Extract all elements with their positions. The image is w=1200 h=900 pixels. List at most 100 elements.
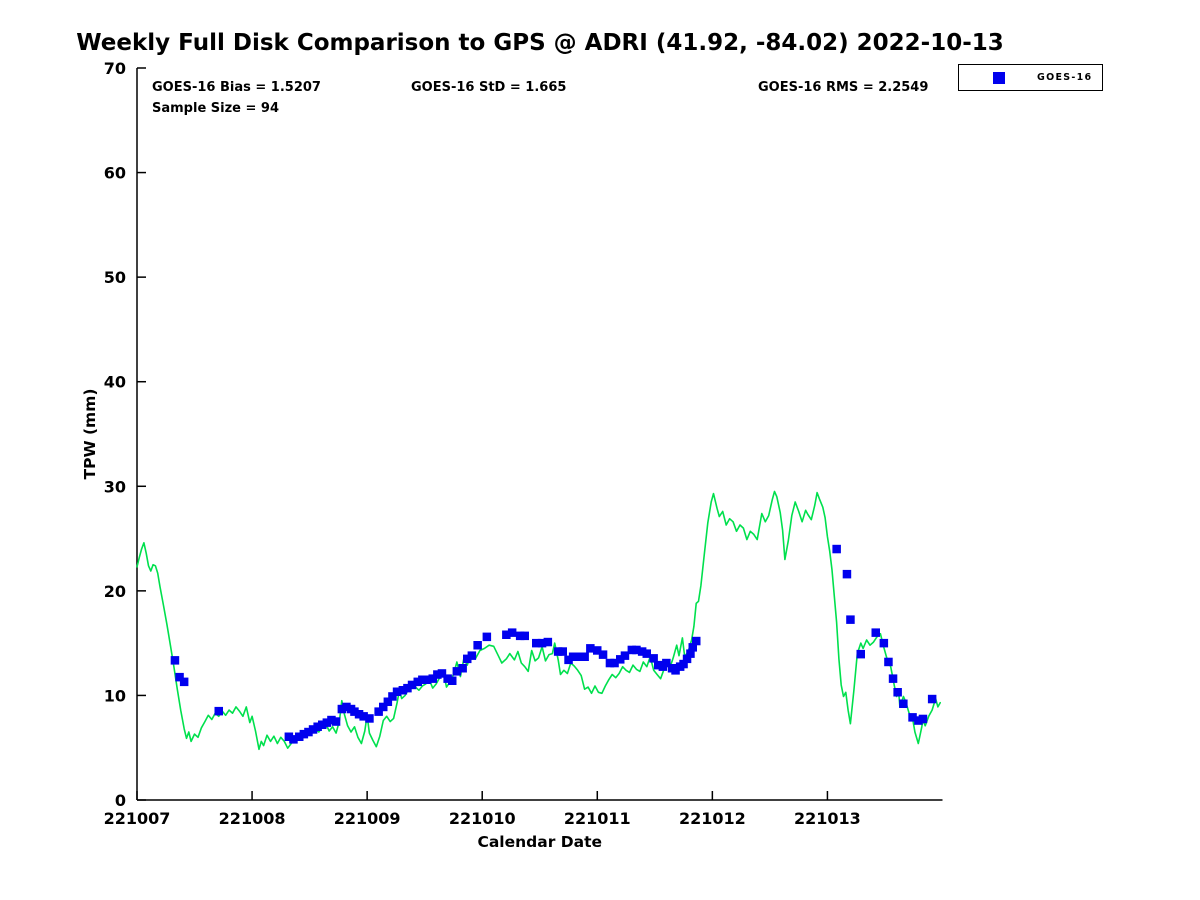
goes16-marker	[398, 686, 408, 695]
goes16-marker	[842, 569, 852, 579]
goes16-marker	[688, 643, 697, 652]
gps-line	[136, 490, 942, 751]
goes16-marker	[284, 732, 294, 741]
y-tick-label: 70	[104, 59, 126, 78]
goes16-marker	[914, 716, 923, 725]
goes16-marker	[679, 659, 688, 669]
legend: GOES-16	[958, 64, 1103, 91]
stat-rms: GOES-16 RMS = 2.2549	[758, 80, 929, 95]
goes16-marker	[893, 688, 902, 697]
goes16-marker	[918, 714, 928, 724]
goes16-marker	[433, 670, 442, 679]
goes16-marker	[322, 718, 332, 727]
goes16-marker	[337, 704, 347, 714]
goes16-marker	[374, 707, 383, 716]
goes16-marker	[586, 644, 595, 653]
goes16-marker	[170, 656, 180, 665]
y-tick-label: 20	[104, 582, 126, 601]
goes16-marker	[515, 631, 525, 641]
goes16-marker	[884, 657, 893, 667]
goes16-marker	[642, 649, 651, 658]
x-tick-label: 221008	[219, 809, 286, 828]
y-tick-label: 60	[104, 164, 126, 183]
goes16-marker	[392, 687, 402, 696]
y-tick-label: 0	[115, 791, 126, 810]
goes16-marker	[403, 683, 412, 693]
goes16-marker	[327, 715, 336, 725]
goes16-marker	[846, 615, 855, 624]
goes16-marker	[482, 632, 492, 642]
goes16-marker	[558, 647, 567, 656]
goes16-marker	[289, 735, 298, 744]
goes16-marker	[637, 647, 647, 656]
goes16-marker	[304, 727, 313, 737]
goes16-marker	[502, 630, 511, 639]
goes16-marker	[379, 702, 388, 712]
goes16-marker	[452, 667, 462, 676]
goes16-marker	[908, 713, 917, 722]
goes16-marker	[649, 654, 658, 663]
goes16-marker	[342, 702, 351, 712]
goes16-marker	[428, 674, 437, 683]
goes16-marker	[610, 658, 619, 668]
goes16-marker	[620, 651, 630, 660]
goes16-marker	[686, 649, 695, 658]
goes16-marker	[632, 645, 641, 655]
x-axis-label: Calendar Date	[477, 833, 602, 851]
goes16-marker	[682, 654, 692, 664]
goes16-marker	[463, 654, 472, 664]
goes16-marker	[458, 664, 467, 673]
goes16-marker	[175, 672, 184, 682]
goes16-marker	[671, 666, 680, 675]
goes16-marker	[879, 638, 889, 648]
goes16-marker	[598, 650, 608, 659]
goes16-marker	[473, 641, 482, 650]
goes16-marker	[313, 722, 322, 731]
x-tick-label: 221009	[334, 809, 401, 828]
goes16-marker	[331, 717, 341, 726]
goes16-marker	[856, 649, 865, 659]
y-axis-label: TPW (mm)	[81, 389, 99, 480]
x-tick-label: 221012	[679, 809, 746, 828]
axes	[136, 67, 943, 801]
goes16-marker	[605, 658, 615, 668]
chart-title: Weekly Full Disk Comparison to GPS @ ADR…	[76, 30, 1004, 56]
goes16-marker	[299, 729, 309, 739]
stat-bias: GOES-16 Bias = 1.5207	[152, 80, 321, 95]
goes16-marker	[543, 637, 553, 647]
goes16-marker	[692, 636, 701, 646]
goes16-marker	[350, 707, 359, 716]
goes16-marker	[654, 660, 663, 670]
goes16-marker	[318, 720, 327, 729]
x-tick-label: 221011	[564, 809, 631, 828]
goes16-marker	[383, 697, 393, 706]
goes16-marker	[832, 544, 841, 554]
goes16-marker	[568, 652, 578, 661]
legend-square-marker-icon	[993, 71, 1005, 84]
goes16-marker	[388, 692, 397, 701]
goes16-marker	[354, 710, 364, 719]
goes16-marker	[553, 647, 563, 656]
goes16-marker	[507, 628, 517, 637]
goes16-marker	[580, 652, 589, 661]
goes16-marker	[295, 732, 304, 741]
y-tick-label: 10	[104, 686, 126, 705]
goes16-marker	[593, 646, 602, 655]
x-tick-label: 221010	[449, 809, 516, 828]
x-tick-label: 221013	[794, 809, 861, 828]
goes16-marker	[308, 725, 318, 734]
goes16-marker	[467, 651, 477, 660]
goes16-marker	[662, 658, 671, 668]
goes16-marker	[520, 631, 529, 641]
goes16-marker	[537, 638, 547, 648]
goes16-marker	[214, 706, 223, 716]
stat-sample-size: Sample Size = 94	[152, 101, 280, 116]
goes16-marker	[422, 675, 432, 684]
goes16-marker	[564, 655, 573, 665]
goes16-marker	[359, 712, 368, 721]
goes16-marker	[437, 669, 447, 678]
goes16-marker	[871, 628, 880, 637]
y-tick-label: 50	[104, 268, 126, 287]
